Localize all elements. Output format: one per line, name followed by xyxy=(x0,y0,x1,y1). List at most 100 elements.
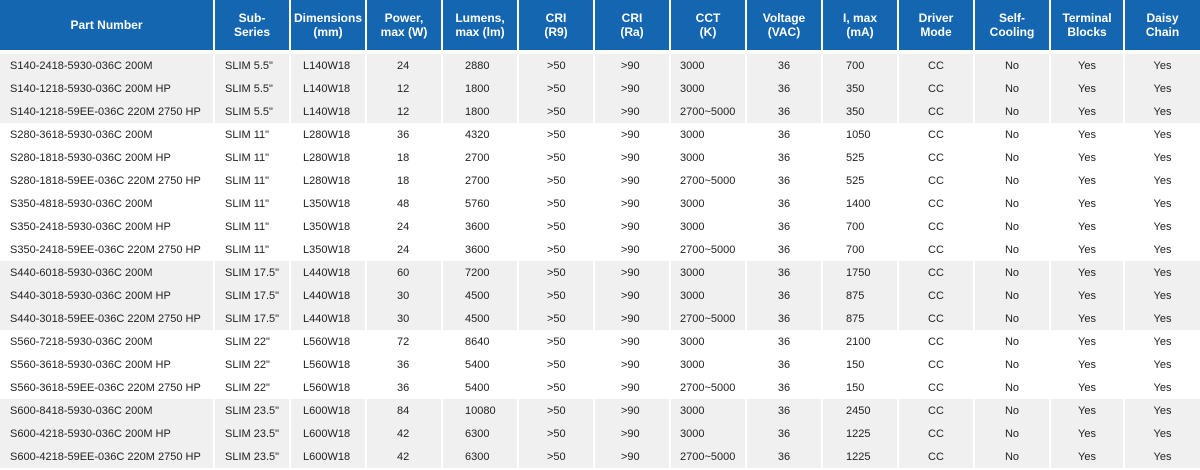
table-cell: >50 xyxy=(517,77,594,100)
table-row: S560-7218-5930-036C 200M SLIM 22" L560W18 7… xyxy=(0,330,1200,353)
table-cell: No xyxy=(973,215,1050,238)
table-cell: Yes xyxy=(1049,307,1124,330)
table-cell: >90 xyxy=(593,399,670,422)
table-cell: 36 xyxy=(745,123,822,146)
table-cell: Yes xyxy=(1123,169,1200,192)
table-cell: SLIM 17.5" xyxy=(213,307,290,330)
table-cell: Yes xyxy=(1049,284,1124,307)
table-cell: SLIM 17.5" xyxy=(213,261,290,284)
table-cell: CC xyxy=(897,238,974,261)
table-cell: L600W18 xyxy=(289,445,366,468)
table-cell: L140W18 xyxy=(289,100,366,123)
table-cell: 150 xyxy=(821,376,898,399)
table-cell: CC xyxy=(897,284,974,307)
table-row: S440-3018-59EE-036C 220M 2750 HP SLIM 17.… xyxy=(0,307,1200,330)
table-cell: Yes xyxy=(1123,353,1200,376)
table-cell: L350W18 xyxy=(289,215,366,238)
table-cell: 30 xyxy=(365,307,442,330)
table-cell: No xyxy=(973,261,1050,284)
table-row: S280-1818-59EE-036C 220M 2750 HP SLIM 11"… xyxy=(0,169,1200,192)
table-cell: 1225 xyxy=(821,422,898,445)
table-cell: SLIM 22" xyxy=(213,330,290,353)
column-header: Self- Cooling xyxy=(973,0,1050,50)
table-cell: 84 xyxy=(365,399,442,422)
table-cell: 4320 xyxy=(441,123,518,146)
table-cell: >50 xyxy=(517,169,594,192)
table-cell: 3600 xyxy=(441,215,518,238)
table-cell: No xyxy=(973,77,1050,100)
table-cell: No xyxy=(973,123,1050,146)
table-cell: 36 xyxy=(365,376,442,399)
column-header: Sub- Series xyxy=(213,0,290,50)
column-header: Driver Mode xyxy=(897,0,974,50)
table-cell: >90 xyxy=(593,192,670,215)
table-cell: 36 xyxy=(745,100,822,123)
table-cell: 350 xyxy=(821,77,898,100)
table-cell: L440W18 xyxy=(289,284,366,307)
table-cell: L140W18 xyxy=(289,54,366,77)
table-cell: No xyxy=(973,330,1050,353)
table-cell: SLIM 22" xyxy=(213,376,290,399)
table-cell: L560W18 xyxy=(289,353,366,376)
table-cell: 2450 xyxy=(821,399,898,422)
table-cell: L280W18 xyxy=(289,169,366,192)
table-cell: CC xyxy=(897,399,974,422)
table-cell: Yes xyxy=(1049,146,1124,169)
table-cell: L440W18 xyxy=(289,307,366,330)
table-cell: 36 xyxy=(745,445,822,468)
table-cell: 3000 xyxy=(669,422,746,445)
table-cell: No xyxy=(973,169,1050,192)
table-cell: >90 xyxy=(593,353,670,376)
table-cell: 36 xyxy=(745,77,822,100)
table-row: S440-6018-5930-036C 200M SLIM 17.5" L440W1… xyxy=(0,261,1200,284)
table-cell: CC xyxy=(897,192,974,215)
table-cell: 3000 xyxy=(669,54,746,77)
table-cell: S600-4218-59EE-036C 220M 2750 HP xyxy=(0,445,214,468)
table-row: S440-3018-5930-036C 200M HP SLIM 17.5" L44… xyxy=(0,284,1200,307)
table-cell: Yes xyxy=(1049,77,1124,100)
table-cell: 36 xyxy=(365,123,442,146)
table-cell: 8640 xyxy=(441,330,518,353)
column-header: Voltage (VAC) xyxy=(745,0,822,50)
table-cell: 700 xyxy=(821,54,898,77)
table-cell: L350W18 xyxy=(289,192,366,215)
table-cell: CC xyxy=(897,353,974,376)
column-header: Terminal Blocks xyxy=(1049,0,1124,50)
table-cell: 36 xyxy=(745,169,822,192)
table-cell: 2100 xyxy=(821,330,898,353)
table-cell: Yes xyxy=(1123,238,1200,261)
table-cell: S280-1818-5930-036C 200M HP xyxy=(10,151,171,164)
table-cell: >50 xyxy=(517,353,594,376)
table-cell: S440-3018-5930-036C 200M HP xyxy=(0,284,214,307)
table-cell: 2880 xyxy=(441,54,518,77)
table-cell: S140-2418-5930-036C 200M xyxy=(0,54,214,77)
table-cell: Yes xyxy=(1123,123,1200,146)
table-cell: Yes xyxy=(1123,376,1200,399)
table-cell: 36 xyxy=(745,399,822,422)
table-cell: 24 xyxy=(365,54,442,77)
table-row: S140-2418-5930-036C 200M SLIM 5.5" L140W18… xyxy=(0,54,1200,77)
table-cell: 875 xyxy=(821,284,898,307)
table-cell: CC xyxy=(897,376,974,399)
table-cell: 36 xyxy=(745,146,822,169)
table-row: S600-4218-59EE-036C 220M 2750 HP SLIM 23.… xyxy=(0,445,1200,468)
table-cell: 3600 xyxy=(441,238,518,261)
table-cell: 36 xyxy=(745,261,822,284)
table-cell: L440W18 xyxy=(289,261,366,284)
table-row: S140-1218-59EE-036C 220M 2750 HP SLIM 5.5… xyxy=(0,100,1200,123)
table-cell: L350W18 xyxy=(289,238,366,261)
table-cell: Yes xyxy=(1049,192,1124,215)
table-cell: No xyxy=(973,54,1050,77)
table-cell: S350-4818-5930-036C 200M xyxy=(10,197,153,210)
table-cell: 525 xyxy=(821,146,898,169)
table-cell: S140-1218-59EE-036C 220M 2750 HP xyxy=(0,100,214,123)
table-cell: 3000 xyxy=(669,261,746,284)
table-cell: S600-4218-5930-036C 200M HP xyxy=(0,422,214,445)
table-cell: 36 xyxy=(745,54,822,77)
table-cell: SLIM 17.5" xyxy=(213,284,290,307)
table-cell: CC xyxy=(897,261,974,284)
table-cell: S560-3618-5930-036C 200M HP xyxy=(10,358,171,371)
table-cell: 10080 xyxy=(441,399,518,422)
table-cell: 42 xyxy=(365,422,442,445)
